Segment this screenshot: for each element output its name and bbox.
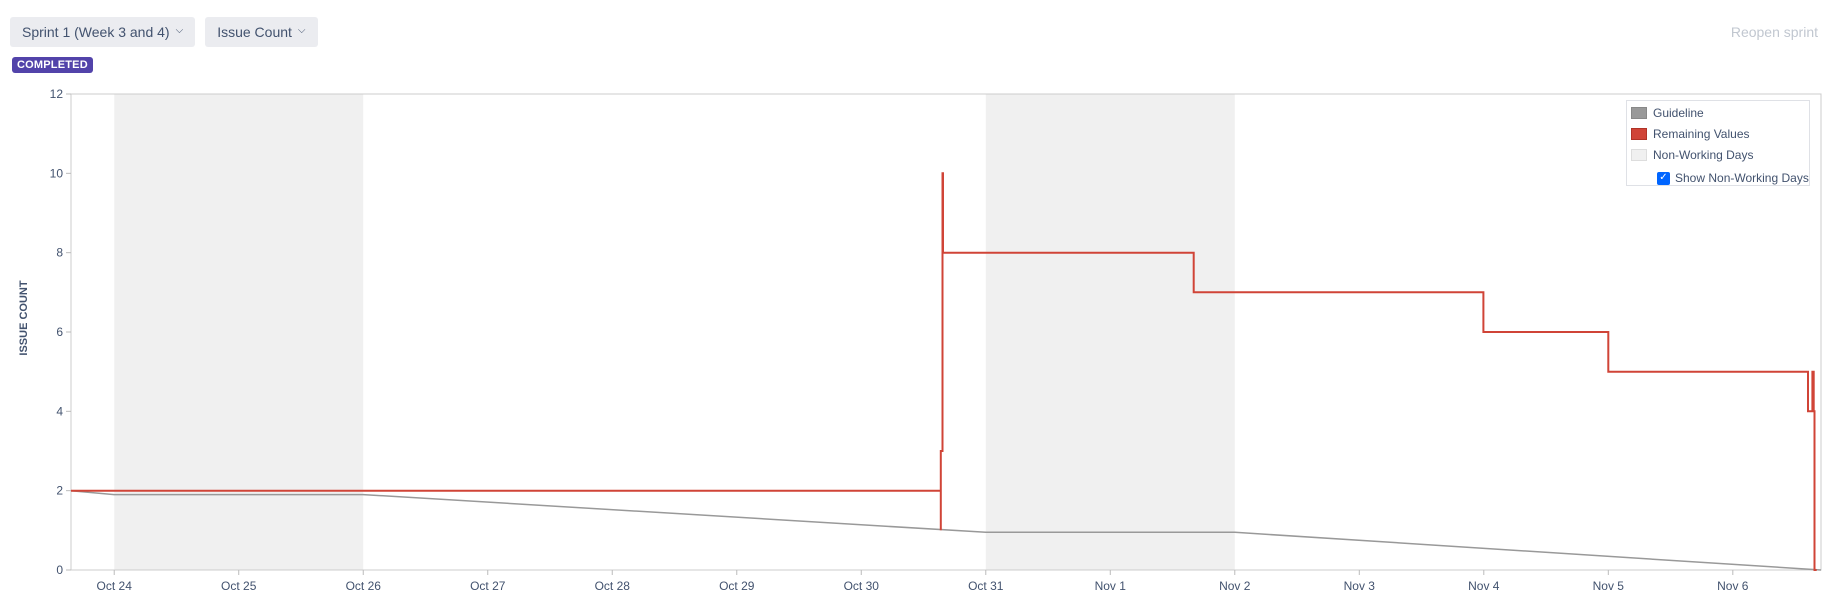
y-tick-label: 6 [56,325,63,339]
legend-swatch-non-working [1631,149,1647,161]
y-axis: 0 2 4 6 8 10 12 [50,87,71,577]
x-tick-label: Nov 1 [1095,579,1127,593]
x-tick-label: Nov 3 [1344,579,1376,593]
legend-item-non-working: Non-Working Days [1631,148,1753,162]
legend-item-guideline: Guideline [1631,106,1704,120]
x-tick-label: Oct 28 [595,579,631,593]
y-tick-label: 0 [56,563,63,577]
non-working-days-layer [114,94,1235,570]
measure-selector-label: Issue Count [217,24,292,40]
legend-swatch-guideline [1631,107,1647,119]
non-working-day-band [114,94,364,570]
legend-item-remaining: Remaining Values [1631,127,1750,141]
legend-label-remaining: Remaining Values [1653,127,1750,141]
series-layer [70,172,1822,571]
legend-label-guideline: Guideline [1653,106,1704,120]
y-tick-label: 12 [50,87,64,101]
status-badge: COMPLETED [12,57,93,73]
reopen-sprint-button[interactable]: Reopen sprint [1730,24,1818,40]
x-tick-label: Oct 24 [97,579,133,593]
guideline-series-line [70,489,1822,571]
legend-swatch-remaining [1631,128,1647,140]
y-tick-label: 2 [56,484,63,498]
remaining-values-series-line [71,172,1817,571]
y-tick-label: 10 [50,166,64,180]
x-tick-label: Nov 6 [1717,579,1749,593]
x-tick-label: Oct 27 [470,579,506,593]
x-tick-label: Oct 31 [968,579,1004,593]
sprint-selector-label: Sprint 1 (Week 3 and 4) [22,24,170,40]
measure-selector[interactable]: Issue Count ⌵ [205,17,318,47]
sprint-selector[interactable]: Sprint 1 (Week 3 and 4) ⌵ [10,17,196,47]
chevron-down-icon: ⌵ [175,25,184,36]
x-tick-label: Oct 29 [719,579,755,593]
x-tick-label: Oct 25 [221,579,257,593]
x-axis: Oct 24 Oct 25 Oct 26 Oct 27 Oct 28 Oct 29 Oct … [97,570,1749,593]
x-tick-label: Nov 5 [1593,579,1625,593]
x-tick-label: Oct 26 [346,579,382,593]
show-non-working-days-toggle[interactable]: ✓ Show Non-Working Days [1657,171,1809,185]
y-tick-label: 4 [56,404,63,418]
non-working-day-band [985,94,1235,570]
x-tick-label: Nov 4 [1468,579,1500,593]
x-tick-label: Nov 2 [1219,579,1251,593]
y-tick-label: 8 [56,246,63,260]
chevron-down-icon: ⌵ [297,25,306,36]
chart-legend: Guideline Remaining Values Non-Working D… [1626,100,1810,186]
checkbox-checked-icon[interactable]: ✓ [1657,171,1670,185]
toolbar: Sprint 1 (Week 3 and 4) ⌵ Issue Count ⌵ [10,17,318,47]
y-axis-label: ISSUE COUNT [18,280,30,355]
x-tick-label: Oct 30 [844,579,880,593]
legend-label-non-working: Non-Working Days [1653,148,1754,162]
show-non-working-days-label: Show Non-Working Days [1675,171,1809,185]
